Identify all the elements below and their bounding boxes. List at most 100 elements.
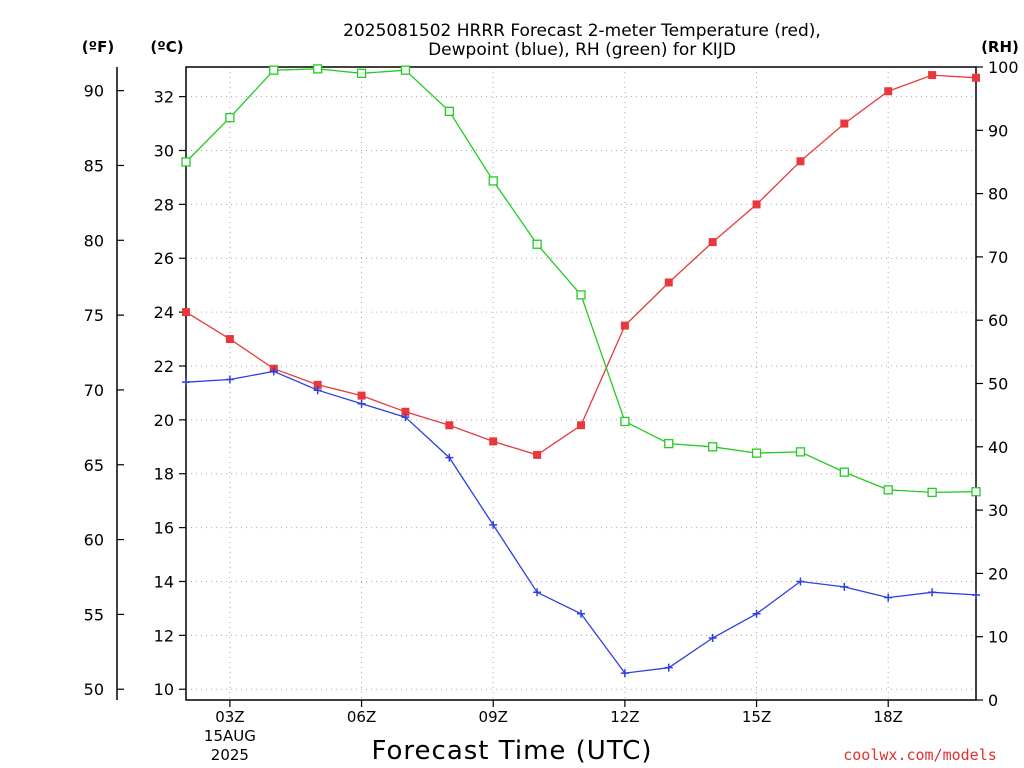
- celsius-tick-label: 20: [154, 411, 174, 430]
- rh-point: [532, 239, 542, 249]
- celsius-unit-label: (ºC): [150, 38, 183, 56]
- chart-series: [181, 64, 981, 678]
- x-tick-date-label: 15AUG: [204, 727, 256, 745]
- celsius-tick-label: 30: [154, 142, 174, 161]
- rh-point: [444, 106, 454, 116]
- rh-point: [400, 65, 411, 75]
- rh-point: [927, 487, 937, 498]
- rh-point: [708, 442, 718, 452]
- dewpoint-point: [708, 634, 717, 643]
- x-tick-label: 09Z: [479, 708, 508, 726]
- temperature-point: [972, 73, 980, 82]
- chart-title-line1: 2025081502 HRRR Forecast 2-meter Tempera…: [343, 21, 821, 41]
- dewpoint-point: [357, 399, 366, 408]
- rh-tick-label: 80: [988, 185, 1008, 204]
- fahrenheit-tick-label: 75: [84, 306, 104, 325]
- chart-grid: [186, 67, 976, 700]
- temperature-point: [225, 335, 234, 344]
- rh-point: [181, 157, 191, 167]
- celsius-tick-label: 14: [154, 572, 174, 591]
- fahrenheit-tick-label: 85: [84, 156, 104, 175]
- dewpoint-point: [225, 375, 234, 384]
- temperature-point: [620, 321, 629, 330]
- celsius-tick-label: 26: [154, 249, 174, 268]
- temperature-point: [489, 437, 498, 446]
- dewpoint-series-line: [185, 370, 977, 674]
- rh-point: [225, 112, 235, 123]
- dewpoint-point: [182, 378, 190, 387]
- rh-point: [795, 447, 806, 457]
- fahrenheit-unit-label: (ºF): [82, 38, 114, 56]
- celsius-tick-label: 16: [154, 519, 174, 538]
- dewpoint-point: [884, 593, 893, 602]
- dewpoint-point: [401, 413, 410, 422]
- dewpoint-point: [928, 588, 937, 597]
- rh-point: [488, 176, 498, 186]
- rh-point: [576, 290, 586, 300]
- rh-point: [971, 487, 981, 497]
- dewpoint-point: [533, 588, 542, 597]
- chart-axes: 10 12 14 16 18 20 22 24 26 28 30 32 50 55 60 65 70 75 80 85…: [84, 58, 1019, 764]
- celsius-tick-label: 10: [154, 680, 174, 699]
- dewpoint-point: [664, 663, 673, 672]
- rh-tick-label: 10: [988, 628, 1008, 647]
- temperature-series-line: [185, 74, 977, 456]
- rh-tick-label: 70: [988, 248, 1008, 267]
- plot-frame: [185, 66, 977, 701]
- dewpoint-point: [313, 386, 322, 395]
- temperature-point: [445, 421, 454, 430]
- temperature-point: [752, 200, 761, 209]
- fahrenheit-tick-label: 70: [84, 381, 104, 400]
- rh-tick-label: 0: [988, 691, 998, 710]
- rh-tick-label: 40: [988, 438, 1008, 457]
- x-tick-label: 18Z: [874, 708, 903, 726]
- dewpoint-point: [620, 669, 629, 678]
- rh-tick-label: 30: [988, 501, 1008, 520]
- temperature-point: [401, 407, 410, 416]
- celsius-tick-label: 28: [154, 195, 174, 214]
- rh-unit-label: (RH): [981, 38, 1019, 56]
- rh-point: [664, 438, 674, 449]
- dewpoint-point: [489, 520, 498, 529]
- temperature-point: [796, 157, 805, 166]
- fahrenheit-tick-label: 80: [84, 231, 104, 250]
- rh-point: [839, 467, 849, 477]
- dewpoint-point: [796, 577, 805, 586]
- temperature-point: [884, 87, 893, 96]
- rh-point: [356, 68, 367, 78]
- fahrenheit-tick-label: 50: [84, 680, 104, 699]
- rh-point: [313, 64, 323, 74]
- temperature-point: [928, 71, 937, 80]
- x-tick-label: 12Z: [610, 708, 639, 726]
- chart-title-line2: Dewpoint (blue), RH (green) for KIJD: [428, 40, 736, 60]
- rh-point: [269, 65, 279, 75]
- celsius-tick-label: 12: [154, 626, 174, 645]
- rh-point: [751, 448, 762, 458]
- dewpoint-point: [445, 453, 454, 462]
- x-axis-label: Forecast Time (UTC): [371, 736, 652, 766]
- x-tick-label: 06Z: [347, 708, 376, 726]
- temperature-point: [182, 308, 190, 317]
- temperature-point: [664, 278, 673, 287]
- dewpoint-point: [752, 609, 761, 618]
- fahrenheit-tick-label: 65: [84, 456, 104, 475]
- dewpoint-point: [972, 590, 980, 599]
- temperature-point: [840, 119, 849, 128]
- dewpoint-point: [577, 609, 585, 618]
- rh-point: [883, 485, 893, 495]
- rh-tick-label: 100: [988, 58, 1019, 77]
- temperature-point: [357, 391, 366, 400]
- temperature-point: [577, 421, 585, 430]
- temperature-point: [533, 450, 542, 459]
- rh-tick-label: 90: [988, 121, 1008, 140]
- dewpoint-point: [840, 582, 849, 591]
- rh-point: [620, 416, 630, 427]
- celsius-tick-label: 32: [154, 88, 174, 107]
- fahrenheit-tick-label: 90: [84, 82, 104, 101]
- credit-text: coolwx.com/models: [843, 746, 997, 764]
- fahrenheit-tick-label: 60: [84, 531, 104, 550]
- x-tick-label: 03Z: [215, 708, 244, 726]
- temperature-point: [313, 380, 322, 389]
- temperature-point: [708, 238, 717, 247]
